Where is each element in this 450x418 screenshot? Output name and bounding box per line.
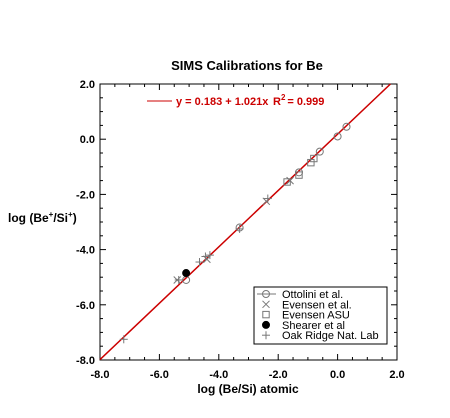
data-point-plus — [119, 335, 128, 344]
x-tick-label: -2.0 — [269, 369, 288, 381]
legend-label: Ottolini et al. — [282, 289, 343, 301]
fit-equation: y = 0.183 + 1.021x — [176, 96, 269, 108]
x-axis-label: log (Be/Si) atomic — [197, 382, 299, 396]
y-tick-label: 2.0 — [80, 79, 95, 91]
data-point-plus — [201, 252, 210, 261]
fit-r-squared: R2 = 0.999 — [273, 93, 324, 108]
y-axis-label: log (Be+/Si+) — [8, 210, 77, 225]
legend-label: Evensen et al. — [282, 299, 352, 311]
data-point-plus — [263, 194, 272, 203]
data-point-circle-open — [333, 132, 342, 141]
legend-label: Shearer et al — [282, 320, 345, 332]
y-tick-label: -4.0 — [76, 245, 95, 257]
x-tick-label: 0.0 — [330, 369, 345, 381]
legend-marker — [262, 331, 270, 340]
x-tick-label: -8.0 — [91, 369, 110, 381]
legend-item: Evensen et al. — [262, 299, 352, 311]
regression-line — [99, 83, 391, 361]
axis-ticks — [99, 83, 398, 361]
chart-title: SIMS Calibrations for Be — [171, 58, 323, 73]
data-point-plus — [174, 275, 183, 284]
data-point-circle-open — [342, 122, 351, 131]
legend-item: Evensen ASU — [262, 310, 350, 322]
legend-label: Evensen ASU — [282, 310, 350, 322]
y-tick-label: -2.0 — [76, 189, 95, 201]
data-point-square-open — [310, 154, 318, 163]
x-tick-label: 2.0 — [389, 369, 404, 381]
data-points — [119, 122, 351, 344]
legend-marker — [262, 300, 270, 309]
legend: Ottolini et al.Evensen et al.Evensen ASU… — [253, 286, 388, 345]
data-point-plus — [235, 224, 244, 233]
legend-marker — [262, 290, 270, 298]
y-tick-label: -8.0 — [76, 355, 95, 367]
data-point-circle-filled — [182, 269, 191, 278]
data-point-square-open — [283, 178, 291, 186]
y-tick-label: 0.0 — [80, 134, 95, 146]
y-tick-label: -6.0 — [76, 300, 95, 312]
legend-item: Ottolini et al. — [257, 289, 343, 301]
x-tick-label: -4.0 — [209, 369, 228, 381]
fit-annotation: y = 0.183 + 1.021x R2 = 0.999 — [147, 93, 324, 108]
legend-marker — [262, 320, 270, 329]
legend-box — [253, 286, 388, 345]
legend-item: Oak Ridge Nat. Lab — [262, 330, 379, 342]
data-point-circle-open — [315, 147, 324, 156]
legend-item: Shearer et al — [262, 320, 345, 332]
x-tick-labels: -8.0 -6.0 -4.0 -2.0 0.0 2.0 — [91, 369, 405, 381]
data-point-square-open — [295, 171, 303, 179]
legend-label: Oak Ridge Nat. Lab — [282, 330, 379, 342]
legend-marker — [262, 310, 270, 319]
y-tick-labels: -8.0 -6.0 -4.0 -2.0 0.0 2.0 — [76, 79, 95, 367]
legend-items: Ottolini et al.Evensen et al.Evensen ASU… — [257, 289, 379, 342]
data-point-plus — [205, 251, 214, 260]
data-point-plus — [195, 258, 204, 267]
x-tick-label: -6.0 — [150, 369, 169, 381]
